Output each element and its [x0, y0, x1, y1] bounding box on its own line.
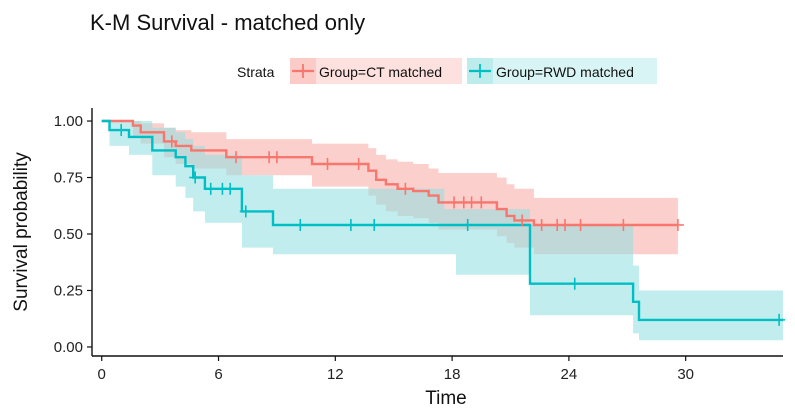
censor-mark [399, 182, 412, 195]
censor-mark [574, 218, 587, 231]
legend-title: Strata [237, 64, 275, 80]
censor-mark [204, 182, 217, 195]
censor-mark [516, 214, 529, 227]
x-tick-label: 12 [327, 366, 344, 383]
legend-item-0: Group=CT matched [290, 58, 462, 84]
x-tick-label: 6 [214, 366, 222, 383]
censor-mark [475, 196, 488, 209]
y-tick-label: 0.75 [54, 170, 83, 187]
x-tick-label: 0 [98, 366, 106, 383]
y-tick-label: 0.25 [54, 282, 83, 299]
confidence-bands [101, 121, 783, 341]
censor-mark [189, 171, 202, 184]
y-tick-label: 0.00 [54, 339, 83, 356]
censor-mark [230, 151, 243, 164]
censor-mark [321, 157, 334, 170]
legend: Strata Group=CT matched Group=RWD matched [237, 58, 657, 84]
censor-mark [773, 313, 786, 326]
chart-title: K-M Survival - matched only [90, 10, 365, 35]
axes [91, 108, 783, 357]
censor-mark [671, 218, 684, 231]
y-tick-label: 1.00 [54, 113, 83, 130]
x-tick-label: 24 [561, 366, 578, 383]
censor-mark [352, 157, 365, 170]
censor-mark [294, 218, 307, 231]
y-axis-ticks: 0.00 0.25 0.50 0.75 1.00 [54, 113, 92, 356]
censor-mark [568, 277, 581, 290]
censor-marks [115, 124, 786, 326]
x-axis-title: Time [425, 388, 467, 409]
legend-label: Group=RWD matched [496, 64, 634, 80]
x-axis-ticks: 0 6 12 18 24 30 [98, 356, 694, 383]
x-tick-label: 18 [444, 366, 461, 383]
censor-mark [115, 124, 128, 137]
censor-mark [558, 218, 571, 231]
legend-label: Group=CT matched [319, 64, 442, 80]
censor-mark [368, 218, 381, 231]
censor-mark [165, 135, 178, 148]
legend-item-1: Group=RWD matched [467, 58, 657, 84]
censor-mark [461, 218, 474, 231]
censor-mark [270, 151, 283, 164]
x-tick-label: 30 [677, 366, 694, 383]
confidence-band-1 [101, 121, 783, 341]
censor-mark [239, 205, 252, 218]
censor-mark [535, 218, 548, 231]
censor-mark [344, 218, 357, 231]
y-tick-label: 0.50 [54, 226, 83, 243]
censor-mark [224, 182, 237, 195]
y-axis-title: Survival probability [11, 152, 32, 312]
censor-mark [617, 218, 630, 231]
